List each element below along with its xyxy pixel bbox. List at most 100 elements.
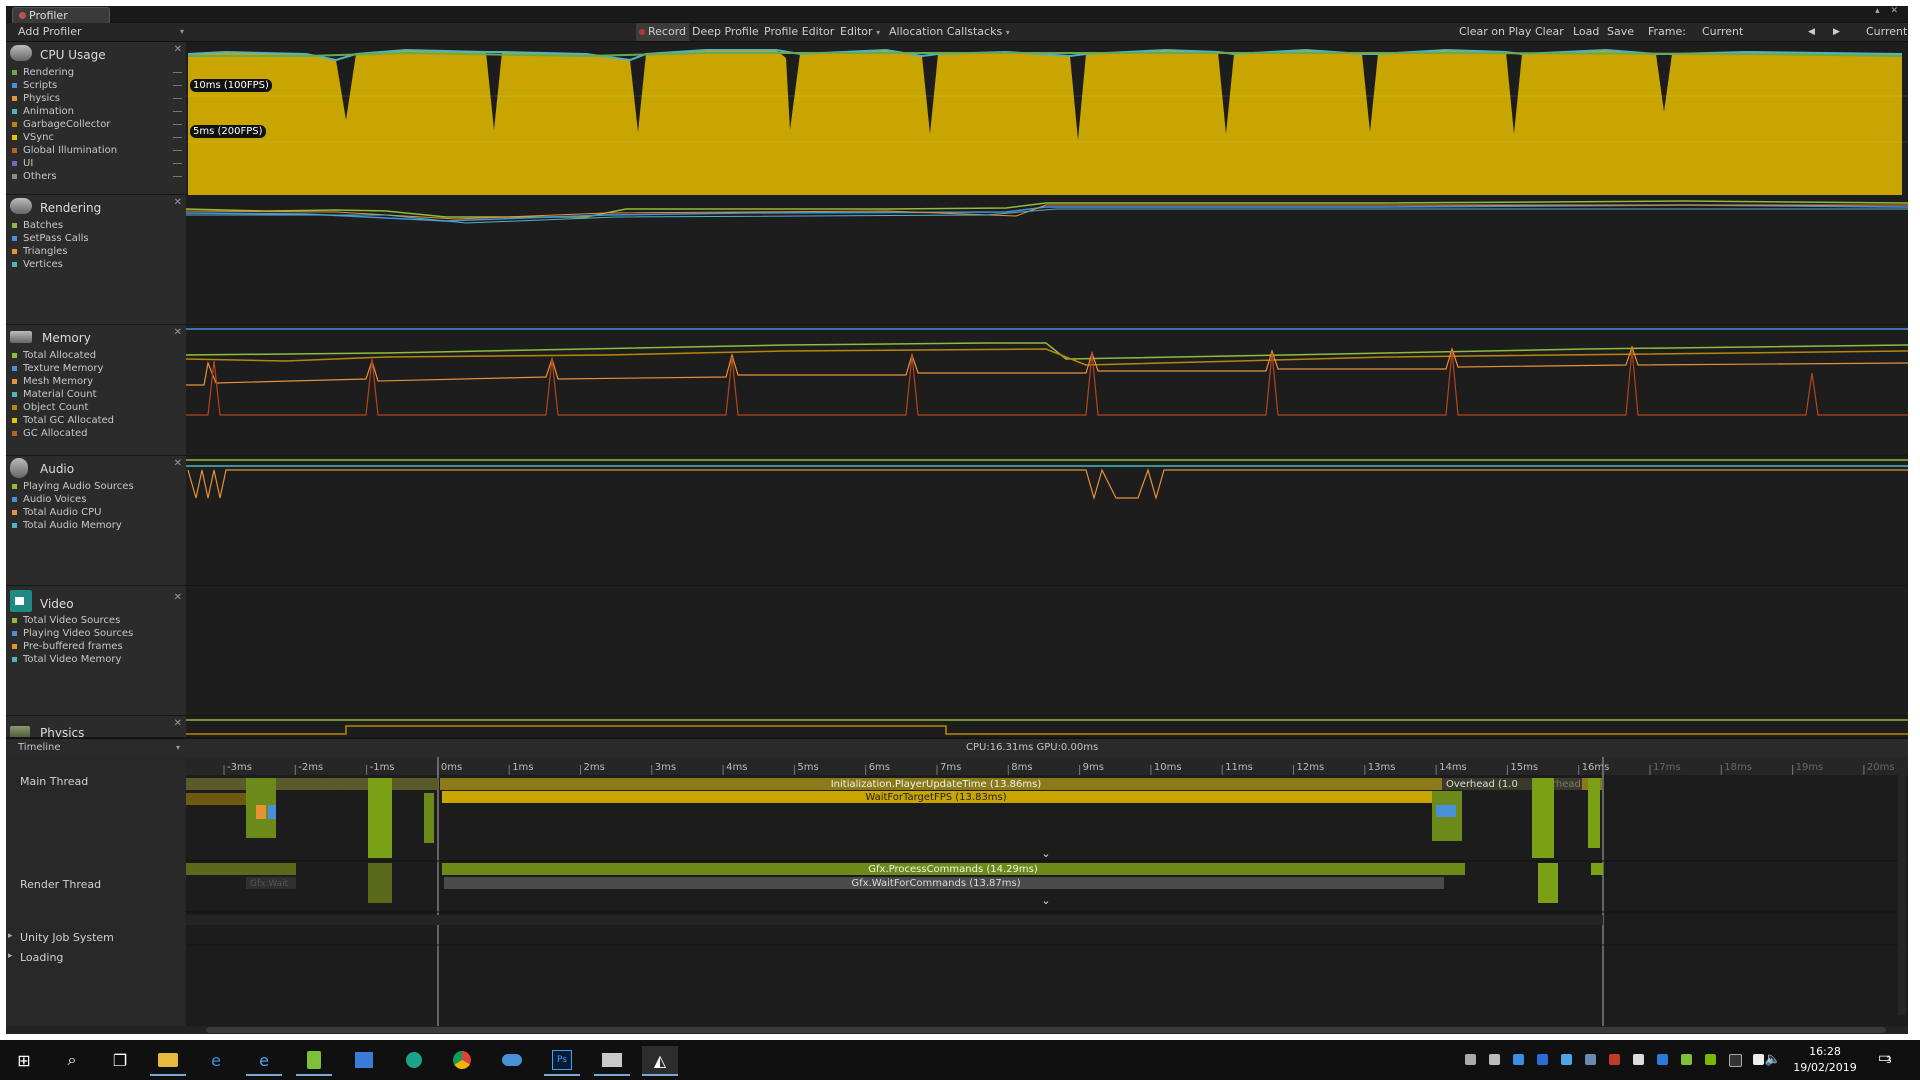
frame-end-render-marker[interactable] — [1591, 863, 1603, 875]
legend-item[interactable]: Global Illumination — [6, 144, 186, 157]
legend-item[interactable]: Audio Voices — [6, 493, 186, 506]
tray-app-icon[interactable] — [1609, 1054, 1620, 1065]
tray-app-icon[interactable] — [1513, 1054, 1524, 1065]
utility-icon[interactable] — [296, 1046, 332, 1076]
task-view-icon[interactable]: ❐ — [112, 1050, 128, 1070]
volume-icon[interactable]: 🔈 — [1764, 1051, 1782, 1067]
legend-item[interactable]: SetPass Calls — [6, 232, 186, 245]
legend-item[interactable]: Others — [6, 170, 186, 183]
module-physics[interactable]: Physics ✕ — [6, 716, 186, 738]
expand-chevron-icon[interactable]: ⌄ — [1041, 894, 1050, 907]
legend-item[interactable]: Animation — [6, 105, 186, 118]
window-controls[interactable]: ▴ ✕ — [1875, 6, 1902, 16]
gitkraken-icon[interactable] — [396, 1046, 432, 1074]
legend-item[interactable]: Triangles — [6, 245, 186, 258]
bluetooth-icon[interactable] — [1657, 1054, 1668, 1065]
clear-button[interactable]: Clear — [1535, 25, 1564, 38]
vertical-scrollbar[interactable] — [1898, 775, 1906, 1015]
nvidia-icon[interactable] — [1705, 1054, 1716, 1065]
legend-item[interactable]: Mesh Memory — [6, 375, 186, 388]
legend-item[interactable]: Material Count — [6, 388, 186, 401]
close-icon[interactable]: ✕ — [173, 197, 182, 208]
video-chart[interactable] — [186, 586, 1908, 716]
add-profiler-dropdown[interactable]: Add Profiler — [6, 23, 186, 41]
tray-app-icon[interactable] — [1465, 1054, 1476, 1065]
file-explorer-icon[interactable] — [150, 1046, 186, 1076]
frame-end-marker[interactable] — [1532, 778, 1554, 858]
legend-item[interactable]: UI — [6, 157, 186, 170]
internet-explorer-icon[interactable]: e — [246, 1046, 282, 1076]
legend-item[interactable]: GarbageCollector — [6, 118, 186, 131]
windows-start-icon[interactable]: ⊞ — [17, 1050, 31, 1070]
legend-item[interactable]: Texture Memory — [6, 362, 186, 375]
close-icon[interactable]: ✕ — [173, 458, 182, 469]
thread-loading[interactable]: Loading — [6, 951, 186, 964]
profile-editor-button[interactable]: Profile Editor — [764, 25, 835, 38]
store-icon[interactable] — [346, 1046, 382, 1074]
unity-icon[interactable]: ◭ — [642, 1046, 678, 1076]
legend-item[interactable]: Vertices — [6, 258, 186, 271]
module-rendering[interactable]: Rendering ✕ Batches SetPass Calls Triangles… — [6, 195, 186, 325]
rendering-chart[interactable] — [186, 195, 1908, 325]
wait-commands-marker[interactable] — [444, 877, 1444, 889]
thread-main[interactable]: Main Thread — [20, 775, 89, 788]
clear-on-play-button[interactable]: Clear on Play — [1459, 25, 1532, 38]
cloud-icon[interactable] — [494, 1046, 530, 1074]
record-button[interactable]: Record — [636, 23, 690, 41]
allocation-callstacks-dropdown[interactable]: Allocation Callstacks ▾ — [889, 25, 1010, 38]
close-icon[interactable]: ✕ — [173, 592, 182, 603]
chrome-icon[interactable] — [444, 1046, 480, 1074]
tray-app-icon[interactable] — [1561, 1054, 1572, 1065]
module-audio[interactable]: Audio ✕ Playing Audio Sources Audio Voices… — [6, 456, 186, 586]
frame-end-render-marker[interactable] — [1538, 863, 1558, 903]
tray-app-icon[interactable] — [1633, 1054, 1644, 1065]
module-cpu[interactable]: CPU Usage ✕ Rendering Scripts Physics Animat… — [6, 42, 186, 195]
legend-item[interactable]: Total Video Memory — [6, 653, 186, 666]
thread-job-system[interactable]: Unity Job System — [6, 931, 186, 944]
scrollbar-thumb[interactable] — [206, 1027, 1886, 1033]
module-memory[interactable]: Memory ✕ Total Allocated Texture Memory Mes… — [6, 325, 186, 456]
next-frame-button[interactable]: ▶ — [1833, 27, 1840, 37]
thread-render[interactable]: Render Thread — [20, 878, 102, 891]
mail-icon[interactable] — [594, 1046, 630, 1076]
tray-app-icon[interactable] — [1729, 1054, 1742, 1067]
player-update-marker[interactable] — [440, 778, 1602, 790]
edge-icon[interactable]: e — [211, 1050, 221, 1070]
target-dropdown[interactable]: Editor ▾ — [840, 25, 881, 38]
tray-app-icon[interactable] — [1681, 1054, 1692, 1065]
legend-item[interactable]: Total Allocated — [6, 349, 186, 362]
cpu-chart[interactable]: 10ms (100FPS) 5ms (200FPS) — [186, 42, 1908, 195]
network-icon[interactable] — [1753, 1054, 1764, 1065]
close-icon[interactable]: ✕ — [173, 327, 182, 338]
process-commands-marker[interactable] — [442, 863, 1465, 875]
legend-item[interactable]: Physics — [6, 92, 186, 105]
notifications-icon[interactable]: ▭ 3 — [1878, 1050, 1892, 1066]
module-video[interactable]: Video ✕ Total Video Sources Playing Video … — [6, 586, 186, 716]
memory-chart[interactable] — [186, 325, 1908, 456]
legend-item[interactable]: Batches — [6, 219, 186, 232]
close-icon[interactable]: ✕ — [173, 44, 182, 55]
legend-item[interactable]: Total Video Sources — [6, 614, 186, 627]
legend-item[interactable]: Total Audio CPU — [6, 506, 186, 519]
load-button[interactable]: Load — [1573, 25, 1600, 38]
legend-item[interactable]: Total Audio Memory — [6, 519, 186, 532]
deep-profile-button[interactable]: Deep Profile — [692, 25, 759, 38]
legend-item[interactable]: GC Allocated — [6, 427, 186, 440]
physics-chart[interactable] — [186, 716, 1908, 738]
profiler-charts[interactable]: 10ms (100FPS) 5ms (200FPS) — [186, 42, 1908, 738]
legend-item[interactable]: Object Count — [6, 401, 186, 414]
close-icon[interactable]: ✕ — [173, 718, 182, 729]
photoshop-icon[interactable]: Ps — [544, 1046, 580, 1076]
tray-app-icon[interactable] — [1585, 1054, 1596, 1065]
horizontal-scrollbar[interactable] — [6, 1026, 1908, 1034]
search-icon[interactable]: ⌕ — [67, 1050, 77, 1069]
legend-item[interactable]: Scripts — [6, 79, 186, 92]
frame-end-marker[interactable] — [1588, 778, 1600, 848]
timeline-area[interactable]: -3ms -2ms -1ms 0ms 1ms 2ms 3ms 4ms 5ms 6ms 7ms 8ms 9… — [186, 757, 1908, 1026]
audio-chart[interactable] — [186, 456, 1908, 586]
frame-end-marker[interactable] — [1436, 805, 1456, 817]
current-frame-button[interactable]: Current — [1866, 25, 1908, 38]
legend-item[interactable]: Total GC Allocated — [6, 414, 186, 427]
wait-fps-marker[interactable] — [442, 791, 1442, 803]
taskbar-clock[interactable]: 16:28 19/02/2019 — [1790, 1044, 1860, 1076]
